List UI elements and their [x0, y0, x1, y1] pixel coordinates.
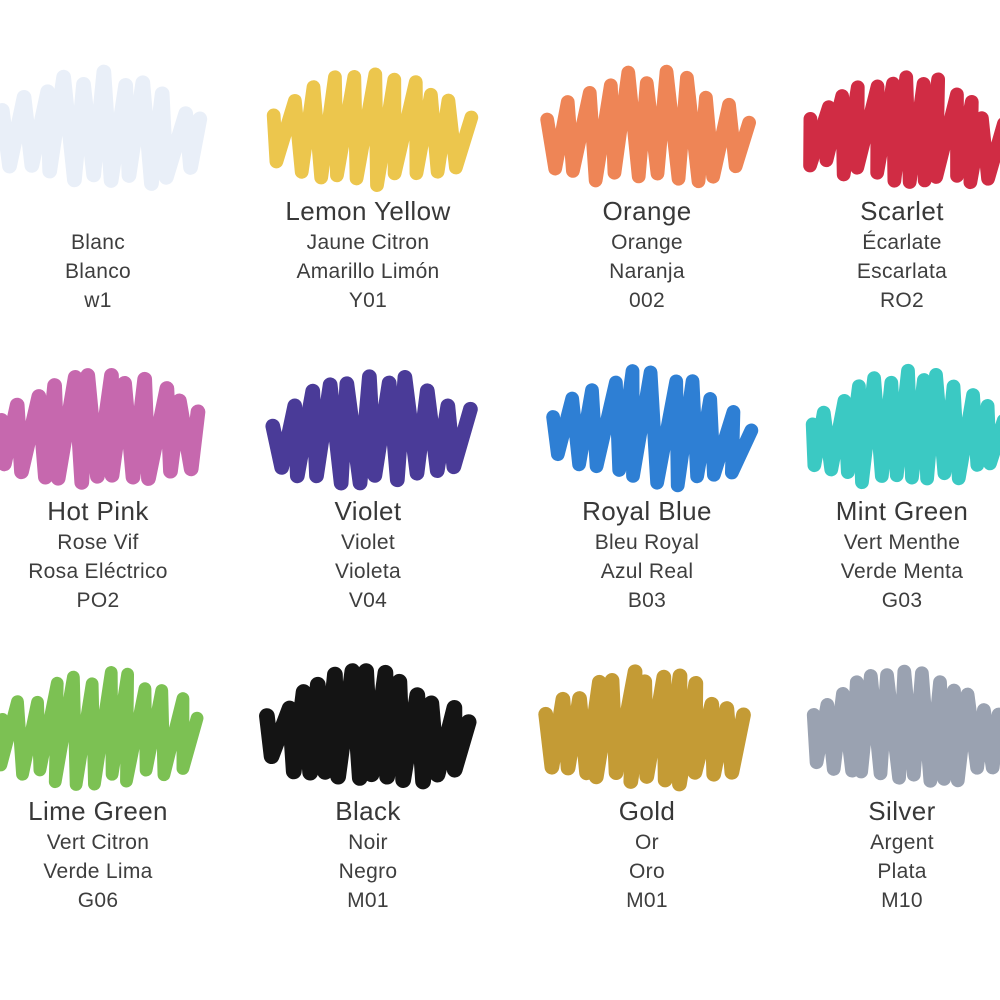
color-name-en: Royal Blue	[582, 496, 712, 526]
color-name-fr: Jaune Citron	[306, 231, 430, 254]
color-name-es: Verde Lima	[43, 860, 153, 883]
color-name-fr: Rose Vif	[57, 531, 139, 554]
swatch-cell-lemon-yellow: Lemon Yellow Jaune Citron Amarillo Limón…	[243, 36, 493, 336]
color-name-es: Blanco	[64, 260, 131, 283]
color-name-es: Plata	[877, 860, 927, 883]
color-name-fr: Blanc	[70, 231, 126, 254]
color-name-en: Black	[335, 796, 401, 826]
color-name-fr: Noir	[348, 831, 388, 854]
color-name-fr: Violet	[341, 531, 395, 554]
swatch-cell-silver: Silver Argent Plata M10	[777, 636, 1000, 936]
color-name-fr: Orange	[611, 231, 683, 254]
color-code: G03	[881, 589, 923, 612]
color-name-en: Violet	[334, 496, 402, 526]
color-name-en: Mint Green	[835, 496, 969, 526]
color-name-es: Naranja	[609, 260, 685, 283]
color-name-fr: Écarlate	[862, 231, 942, 254]
color-name-es: Escarlata	[856, 260, 948, 283]
color-name-en: Scarlet	[860, 196, 944, 226]
color-name-en: Lemon Yellow	[285, 196, 451, 226]
color-code: M01	[626, 889, 668, 912]
color-name-fr: Argent	[870, 831, 934, 854]
color-name-en: Lime Green	[28, 796, 168, 826]
marker-scribble-swatch	[0, 368, 206, 490]
color-code: PO2	[76, 589, 120, 612]
color-name-es: Azul Real	[600, 560, 694, 583]
swatch-cell-gold: Gold Or Oro M01	[522, 636, 772, 936]
color-name-en: Orange	[602, 196, 692, 226]
color-name-es: Violeta	[335, 560, 401, 583]
color-code: w1	[84, 289, 112, 312]
color-name-es: Amarillo Limón	[296, 260, 440, 283]
color-code: G06	[77, 889, 119, 912]
marker-scribble-swatch	[538, 664, 751, 792]
color-code: M01	[347, 889, 389, 912]
marker-scribble-swatch	[259, 663, 477, 790]
color-name-es: Oro	[629, 860, 665, 883]
color-code: B03	[627, 589, 667, 612]
swatch-cell-lime-green: Lime Green Vert Citron Verde Lima G06	[0, 636, 223, 936]
swatch-cell-royal-blue: Royal Blue Bleu Royal Azul Real B03	[522, 336, 772, 636]
marker-scribble-swatch	[806, 664, 1000, 788]
color-name-en: Silver	[868, 796, 936, 826]
marker-scribble-swatch	[265, 369, 478, 491]
color-code: Y01	[348, 289, 388, 312]
color-name-en: Hot Pink	[47, 496, 149, 526]
swatch-cell-violet: Violet Violet Violeta V04	[243, 336, 493, 636]
marker-scribble-swatch	[546, 364, 759, 493]
swatch-cell-scarlet: Scarlet Écarlate Escarlata RO2	[777, 36, 1000, 336]
swatch-cell-mint-green: Mint Green Vert Menthe Verde Menta G03	[777, 336, 1000, 636]
color-name-es: Rosa Eléctrico	[28, 560, 168, 583]
marker-scribble-swatch	[805, 363, 1000, 490]
color-name-es: Verde Menta	[840, 560, 964, 583]
swatch-cell-hot-pink: Hot Pink Rose Vif Rosa Eléctrico PO2	[0, 336, 223, 636]
swatch-cell-orange: Orange Orange Naranja 002	[522, 36, 772, 336]
color-code: V04	[348, 589, 388, 612]
color-name-en: Gold	[618, 796, 676, 826]
marker-scribble-swatch	[0, 666, 204, 791]
color-name-fr: Vert Citron	[46, 831, 150, 854]
color-name-fr: Bleu Royal	[594, 531, 700, 554]
marker-scribble-swatch	[803, 70, 1000, 190]
color-name-fr: Or	[635, 831, 659, 854]
color-name-es: Negro	[338, 860, 398, 883]
color-code: 002	[629, 289, 665, 312]
color-code: M10	[881, 889, 923, 912]
color-name-fr: Vert Menthe	[843, 531, 961, 554]
marker-scribble-swatch	[266, 67, 479, 192]
swatch-cell-black: Black Noir Negro M01	[243, 636, 493, 936]
marker-scribble-swatch	[0, 64, 208, 191]
color-code: RO2	[879, 289, 925, 312]
marker-scribble-swatch	[540, 64, 756, 189]
color-swatch-grid: Blanc Blanco w1 Lemon Yellow Jaune Citro…	[0, 36, 1000, 936]
swatch-cell-white: Blanc Blanco w1	[0, 36, 223, 336]
